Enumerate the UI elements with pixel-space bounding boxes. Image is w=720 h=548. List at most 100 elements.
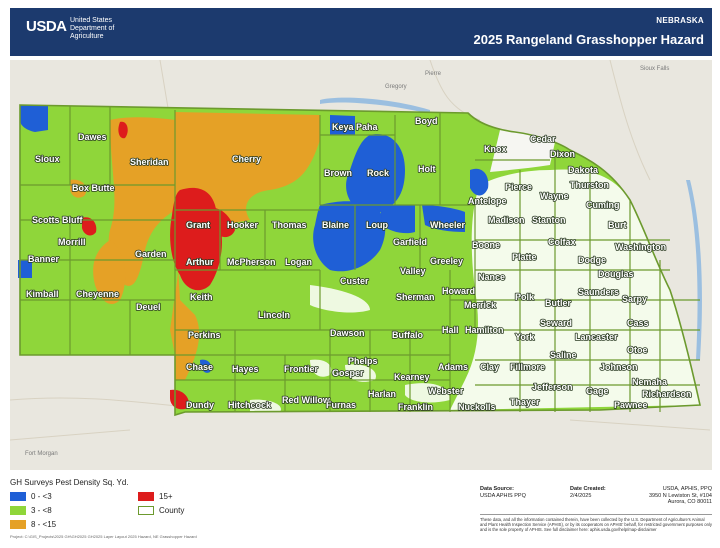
legend-label: County [159,506,185,515]
legend-item-3-8: 3 - <8 [10,506,52,515]
county-label: Hayes [232,364,259,374]
usda-logo-text: USDA [26,18,67,35]
county-label: Banner [28,254,60,264]
legend-swatch-county [138,506,154,515]
county-label: Kearney [394,372,430,382]
county-label: Hamilton [465,325,504,335]
density-15-plus-areas [82,121,235,410]
dept-line-3: Agriculture [70,33,104,40]
county-label: Kimball [26,289,59,299]
county-label: Pawnee [614,400,648,410]
map-header: USDA United States Department of Agricul… [10,8,712,56]
basemap-label-pierre: Pierre [425,71,442,77]
county-label: Custer [340,276,369,286]
legend-swatch-green [10,506,26,515]
county-label: Boone [472,240,500,250]
county-label: Jefferson [532,382,573,392]
county-label: Franklin [398,402,433,412]
legend-item-0-3: 0 - <3 [10,492,52,501]
density-8-15-areas [70,112,320,380]
county-label: Pierce [505,182,532,192]
contact-info: USDA, APHIS, PPQ 3950 N Lewiston St, #10… [649,486,712,506]
county-labels: Sioux Dawes Sheridan Cherry Keya Paha Bo… [25,115,692,413]
county-outlines [19,104,701,417]
county-label: Phelps [348,356,378,366]
county-label: Boyd [415,116,438,126]
county-label: Dawes [78,132,107,142]
county-label: Logan [285,257,312,267]
project-path: Project: C:\GIS_Projects\2025 GH\GH2025 … [10,534,197,539]
county-label: Hooker [227,220,259,230]
county-label: Polk [515,292,535,302]
map-canvas[interactable]: Pierre Gregory Fort Morgan Sioux Falls S… [10,60,712,470]
county-label: Valley [400,266,426,276]
county-label: Morrill [58,237,86,247]
county-label: Scotts Bluff [32,215,84,225]
county-label: Stanton [532,215,566,225]
county-label: Platte [512,252,537,262]
county-label: Saunders [578,287,619,297]
county-label: Greeley [430,256,463,266]
data-source-label: Data Source: [480,486,514,492]
county-label: Garden [135,249,167,259]
county-label: Douglas [598,269,634,279]
county-label: Cedar [530,134,556,144]
county-label: Merrick [464,300,497,310]
eastern-low-density-area [450,169,700,410]
contact-line-3: Aurora, CO 80011 [667,499,712,505]
county-label: Grant [186,220,210,230]
county-label: Adams [438,362,468,372]
info-divider [480,514,712,515]
dept-line-1: United States [70,17,113,24]
basemap-label-sioux-falls: Sioux Falls [640,66,669,72]
legend-swatch-red [138,492,154,501]
county-label: Lincoln [258,310,290,320]
data-source-value: USDA APHIS PPQ [480,493,526,499]
county-label: Butler [545,298,572,308]
county-label: Howard [442,286,475,296]
county-label: Rock [367,168,390,178]
map-legend: GH Surveys Pest Density Sq. Yd. 0 - <3 3… [10,478,310,540]
date-created-label: Date Created: [570,486,606,492]
county-label: Dundy [186,400,214,410]
county-label: Brown [324,168,352,178]
county-label: Gage [586,386,609,396]
county-label: Seward [540,318,572,328]
county-label: York [515,332,535,342]
county-label: Hall [442,325,459,335]
county-label: Sarpy [622,294,647,304]
no-data-patches [250,285,450,412]
county-label: Colfax [548,237,576,247]
map-svg: Pierre Gregory Fort Morgan Sioux Falls S… [10,60,711,457]
state-name: NEBRASKA [656,16,704,25]
county-label: Cuming [586,200,620,210]
dept-line-2: Department of [70,25,115,32]
county-label: Cass [627,318,649,328]
county-label: Dakota [568,165,599,175]
county-label: Fillmore [510,362,545,372]
county-label: Dodge [578,255,606,265]
county-label: Thurston [570,180,609,190]
contact-line-1: USDA, APHIS, PPQ [662,486,712,492]
county-label: Box Butte [72,183,115,193]
county-label: Thomas [272,220,307,230]
county-label: Burt [608,220,627,230]
county-label: Cheyenne [76,289,119,299]
county-label: Cherry [232,154,261,164]
county-label: Keith [190,292,213,302]
county-label: Washington [615,242,666,252]
county-label: Hitchcock [228,400,272,410]
county-label: Dixon [550,149,575,159]
department-name: United States Department of Agriculture [70,17,130,41]
legend-title: GH Surveys Pest Density Sq. Yd. [10,478,129,487]
legend-swatch-blue [10,492,26,501]
county-label: Thayer [510,397,540,407]
contact-line-2: 3950 N Lewiston St, #104 [649,492,712,499]
county-label: McPherson [227,257,276,267]
county-label: Buffalo [392,330,423,340]
legend-item-15-plus: 15+ [138,492,173,501]
legend-label: 3 - <8 [31,506,52,515]
map-title: 2025 Rangeland Grasshopper Hazard [473,32,704,47]
county-label: Saline [550,350,577,360]
legend-item-county: County [138,506,184,515]
